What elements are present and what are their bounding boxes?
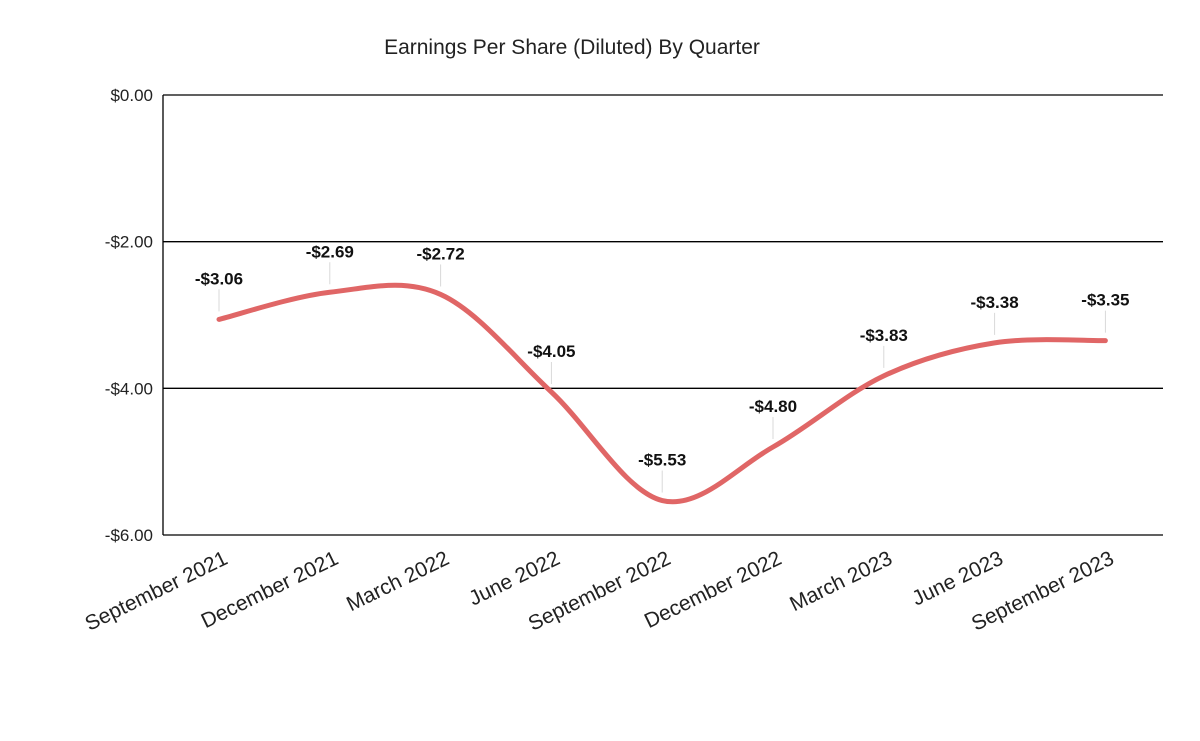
- data-label: -$3.38: [970, 293, 1018, 312]
- data-label: -$5.53: [638, 451, 686, 470]
- data-labels: -$3.06 -$2.69 -$2.72 -$4.05 -$5.53 -$4.80 -$3.…: [195, 242, 1130, 469]
- series-line: [216, 282, 1108, 505]
- x-tick-label: March 2023: [786, 547, 896, 616]
- data-label: -$3.06: [195, 269, 243, 288]
- y-tick-label: -$2.00: [105, 233, 153, 252]
- y-tick-label: -$6.00: [105, 526, 153, 545]
- data-label: -$4.80: [749, 397, 797, 416]
- x-tick-label: June 2023: [909, 547, 1007, 611]
- x-tick-label: March 2022: [343, 547, 453, 616]
- data-label: -$2.72: [416, 244, 464, 263]
- y-tick-label: -$4.00: [105, 379, 153, 398]
- gridlines: [162, 94, 1163, 536]
- data-label-leaders: [218, 262, 1106, 493]
- data-label: -$4.05: [527, 342, 575, 361]
- series-layer: [216, 282, 1108, 505]
- y-axis-ticks: $0.00 -$2.00 -$4.00 -$6.00: [105, 86, 153, 545]
- data-label: -$3.35: [1081, 291, 1129, 310]
- x-tick-label: June 2022: [465, 547, 563, 611]
- chart-title: Earnings Per Share (Diluted) By Quarter: [384, 36, 760, 59]
- y-tick-label: $0.00: [110, 86, 153, 105]
- data-label: -$3.83: [860, 326, 908, 345]
- data-label: -$2.69: [306, 242, 354, 261]
